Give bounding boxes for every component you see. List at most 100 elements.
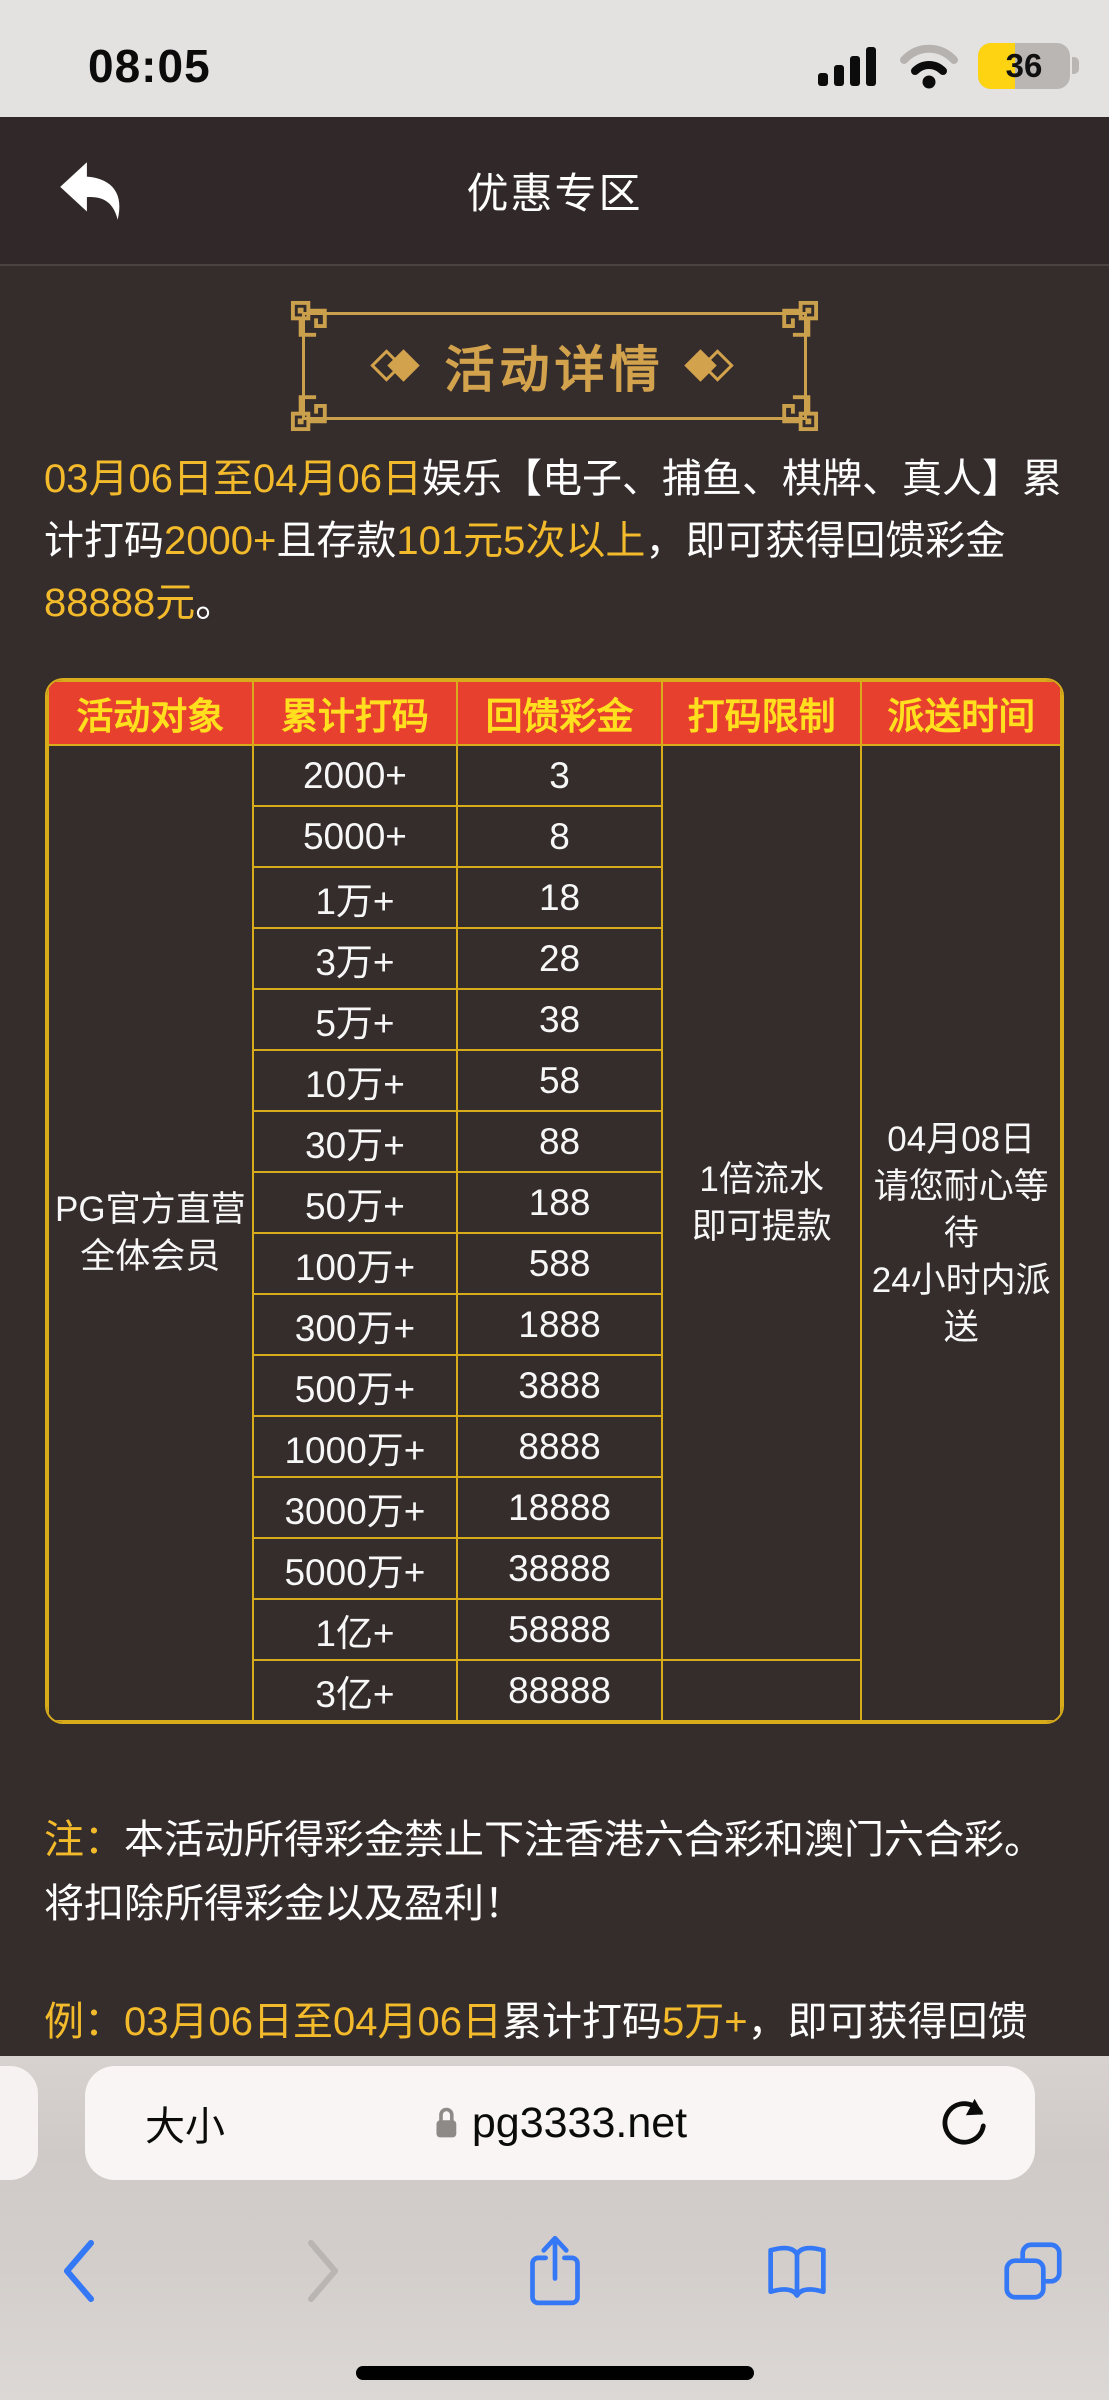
dama-cell: 3000万+ bbox=[251, 1476, 459, 1539]
table-header-row: 活动对象 累计打码 回馈彩金 打码限制 派送时间 bbox=[47, 680, 1062, 746]
battery-percent: 36 bbox=[1005, 46, 1043, 84]
bonus-cell: 58 bbox=[456, 1049, 663, 1112]
battery-icon: 36 bbox=[978, 42, 1079, 89]
table-row: 1000万+ 8888 bbox=[48, 1415, 1061, 1478]
bonus-cell: 18 bbox=[456, 866, 663, 929]
bonus-cell: 8 bbox=[456, 805, 663, 868]
col-header-dama: 累计打码 bbox=[251, 680, 459, 746]
intro-segment: 且存款 bbox=[276, 519, 397, 563]
banner-corner-ornament bbox=[290, 395, 327, 432]
status-bar: 08:05 36 bbox=[0, 0, 1109, 117]
status-time: 08:05 bbox=[88, 39, 211, 92]
table-row: PG官方直营 全体会员 2000+ 3 1倍流水 即可提款 04月08日 请您耐… bbox=[47, 744, 1062, 1722]
intro-segment: 。 bbox=[195, 581, 236, 625]
banner: 活动详情 bbox=[290, 300, 819, 432]
dama-cell: 5000+ bbox=[251, 805, 459, 868]
bonus-cell: 58888 bbox=[456, 1598, 663, 1661]
url-display: pg3333.net bbox=[433, 2099, 687, 2148]
wifi-icon bbox=[900, 44, 958, 88]
intro-segment: ，即可获得回馈彩金 bbox=[645, 519, 1006, 563]
adjacent-tab-edge[interactable] bbox=[0, 2066, 38, 2180]
limit-empty-cell bbox=[660, 1659, 863, 1722]
table-row: 30万+ 88 bbox=[48, 1110, 1061, 1173]
example-text: 例：03月06日至04月06日累计打码5万+，即可获得回馈 bbox=[44, 1990, 1065, 2054]
browser-forward-button[interactable] bbox=[290, 2233, 356, 2309]
url-text: pg3333.net bbox=[471, 2098, 688, 2147]
intro-segment: 101元5次以上 bbox=[396, 519, 646, 563]
note-prefix: 注： bbox=[44, 1818, 124, 1862]
col-header-limit: 打码限制 bbox=[660, 680, 863, 746]
page-title: 优惠专区 bbox=[466, 170, 643, 217]
bonus-cell: 18888 bbox=[456, 1476, 663, 1539]
dama-cell: 3万+ bbox=[251, 927, 459, 990]
dama-cell: 100万+ bbox=[251, 1232, 459, 1295]
app-header: 优惠专区 bbox=[0, 117, 1109, 266]
note-text: 注：本活动所得彩金禁止下注香港六合彩和澳门六合彩。将扣除所得彩金以及盈利！ bbox=[44, 1818, 1044, 1926]
back-arrow-icon[interactable] bbox=[52, 152, 130, 230]
dama-cell: 1亿+ bbox=[251, 1598, 459, 1661]
dama-cell: 500万+ bbox=[251, 1354, 459, 1417]
bonus-cell: 88 bbox=[456, 1110, 663, 1173]
table-row: 1亿+ 58888 bbox=[48, 1598, 1061, 1661]
reload-icon[interactable] bbox=[937, 2096, 991, 2150]
tabs-icon[interactable] bbox=[1000, 2233, 1066, 2309]
home-indicator[interactable] bbox=[356, 2366, 754, 2380]
page-content: 活动详情 03月06日至04月06日娱乐【电子、捕鱼、棋牌、真人】累计打码200… bbox=[0, 266, 1109, 2054]
dama-cell: 3亿+ bbox=[251, 1659, 459, 1722]
bonus-cell: 3 bbox=[456, 744, 663, 807]
dama-cell: 1万+ bbox=[251, 866, 459, 929]
table-row: 50万+ 188 bbox=[48, 1171, 1061, 1234]
example-segment: 5万+ bbox=[661, 2000, 748, 2044]
col-header-bonus: 回馈彩金 bbox=[456, 680, 663, 746]
intro-segment: 03月06日至04月06日 bbox=[44, 457, 422, 501]
text-size-button[interactable]: 大小 bbox=[145, 2105, 225, 2149]
example-segment: ，即可获得回馈 bbox=[747, 2000, 1028, 2044]
battery-nub bbox=[1072, 57, 1079, 74]
dama-cell: 30万+ bbox=[251, 1110, 459, 1173]
table-row: 10万+ 58 bbox=[48, 1049, 1061, 1112]
table-row: 3亿+ 88888 bbox=[48, 1659, 1061, 1722]
dama-cell: 5000万+ bbox=[251, 1537, 459, 1600]
bookmarks-icon[interactable] bbox=[764, 2233, 830, 2309]
dama-cell: 300万+ bbox=[251, 1293, 459, 1356]
banner-corner-ornament bbox=[782, 300, 819, 337]
table-row: 3000万+ 18888 bbox=[48, 1476, 1061, 1539]
dama-cell: 2000+ bbox=[251, 744, 459, 807]
example-segment: 03月06日至04月06日 bbox=[124, 2000, 502, 2044]
dama-cell: 50万+ bbox=[251, 1171, 459, 1234]
bonus-cell: 188 bbox=[456, 1171, 663, 1234]
table-row: 500万+ 3888 bbox=[48, 1354, 1061, 1417]
col-header-target: 活动对象 bbox=[47, 680, 254, 746]
example-segment: 累计打码 bbox=[501, 2000, 662, 2044]
share-icon[interactable] bbox=[522, 2233, 588, 2309]
target-cell: PG官方直营 全体会员 bbox=[47, 744, 254, 1722]
delivery-cell: 04月08日 请您耐心等待 24小时内派送 bbox=[860, 744, 1062, 1722]
browser-back-button[interactable] bbox=[46, 2233, 112, 2309]
bonus-cell: 1888 bbox=[456, 1293, 663, 1356]
status-icons: 36 bbox=[816, 42, 1079, 90]
bonus-cell: 588 bbox=[456, 1232, 663, 1295]
bonus-cell: 88888 bbox=[456, 1659, 663, 1722]
table-row: 1万+ 18 bbox=[48, 866, 1061, 929]
bonus-cell: 38 bbox=[456, 988, 663, 1051]
dama-cell: 10万+ bbox=[251, 1049, 459, 1112]
bonus-cell: 28 bbox=[456, 927, 663, 990]
diamond-ornament-icon bbox=[683, 348, 735, 384]
battery-fill bbox=[978, 42, 1015, 89]
limit-cell: 1倍流水 即可提款 bbox=[660, 744, 863, 1661]
bonus-cell: 3888 bbox=[456, 1354, 663, 1417]
safari-toolbar: 大小 pg3333.net bbox=[0, 2056, 1109, 2400]
bonus-cell: 38888 bbox=[456, 1537, 663, 1600]
bonus-cell: 8888 bbox=[456, 1415, 663, 1478]
table-row: 5000万+ 38888 bbox=[48, 1537, 1061, 1600]
lock-icon bbox=[436, 2107, 457, 2138]
dama-cell: 1000万+ bbox=[251, 1415, 459, 1478]
example-segment: 例： bbox=[44, 2000, 124, 2044]
address-bar[interactable]: 大小 pg3333.net bbox=[85, 2066, 1035, 2180]
table-row: 300万+ 1888 bbox=[48, 1293, 1061, 1356]
col-header-delivery: 派送时间 bbox=[860, 680, 1062, 746]
table-row: 5000+ 8 bbox=[48, 805, 1061, 868]
dama-cell: 5万+ bbox=[251, 988, 459, 1051]
intro-segment: 88888元 bbox=[44, 581, 196, 625]
